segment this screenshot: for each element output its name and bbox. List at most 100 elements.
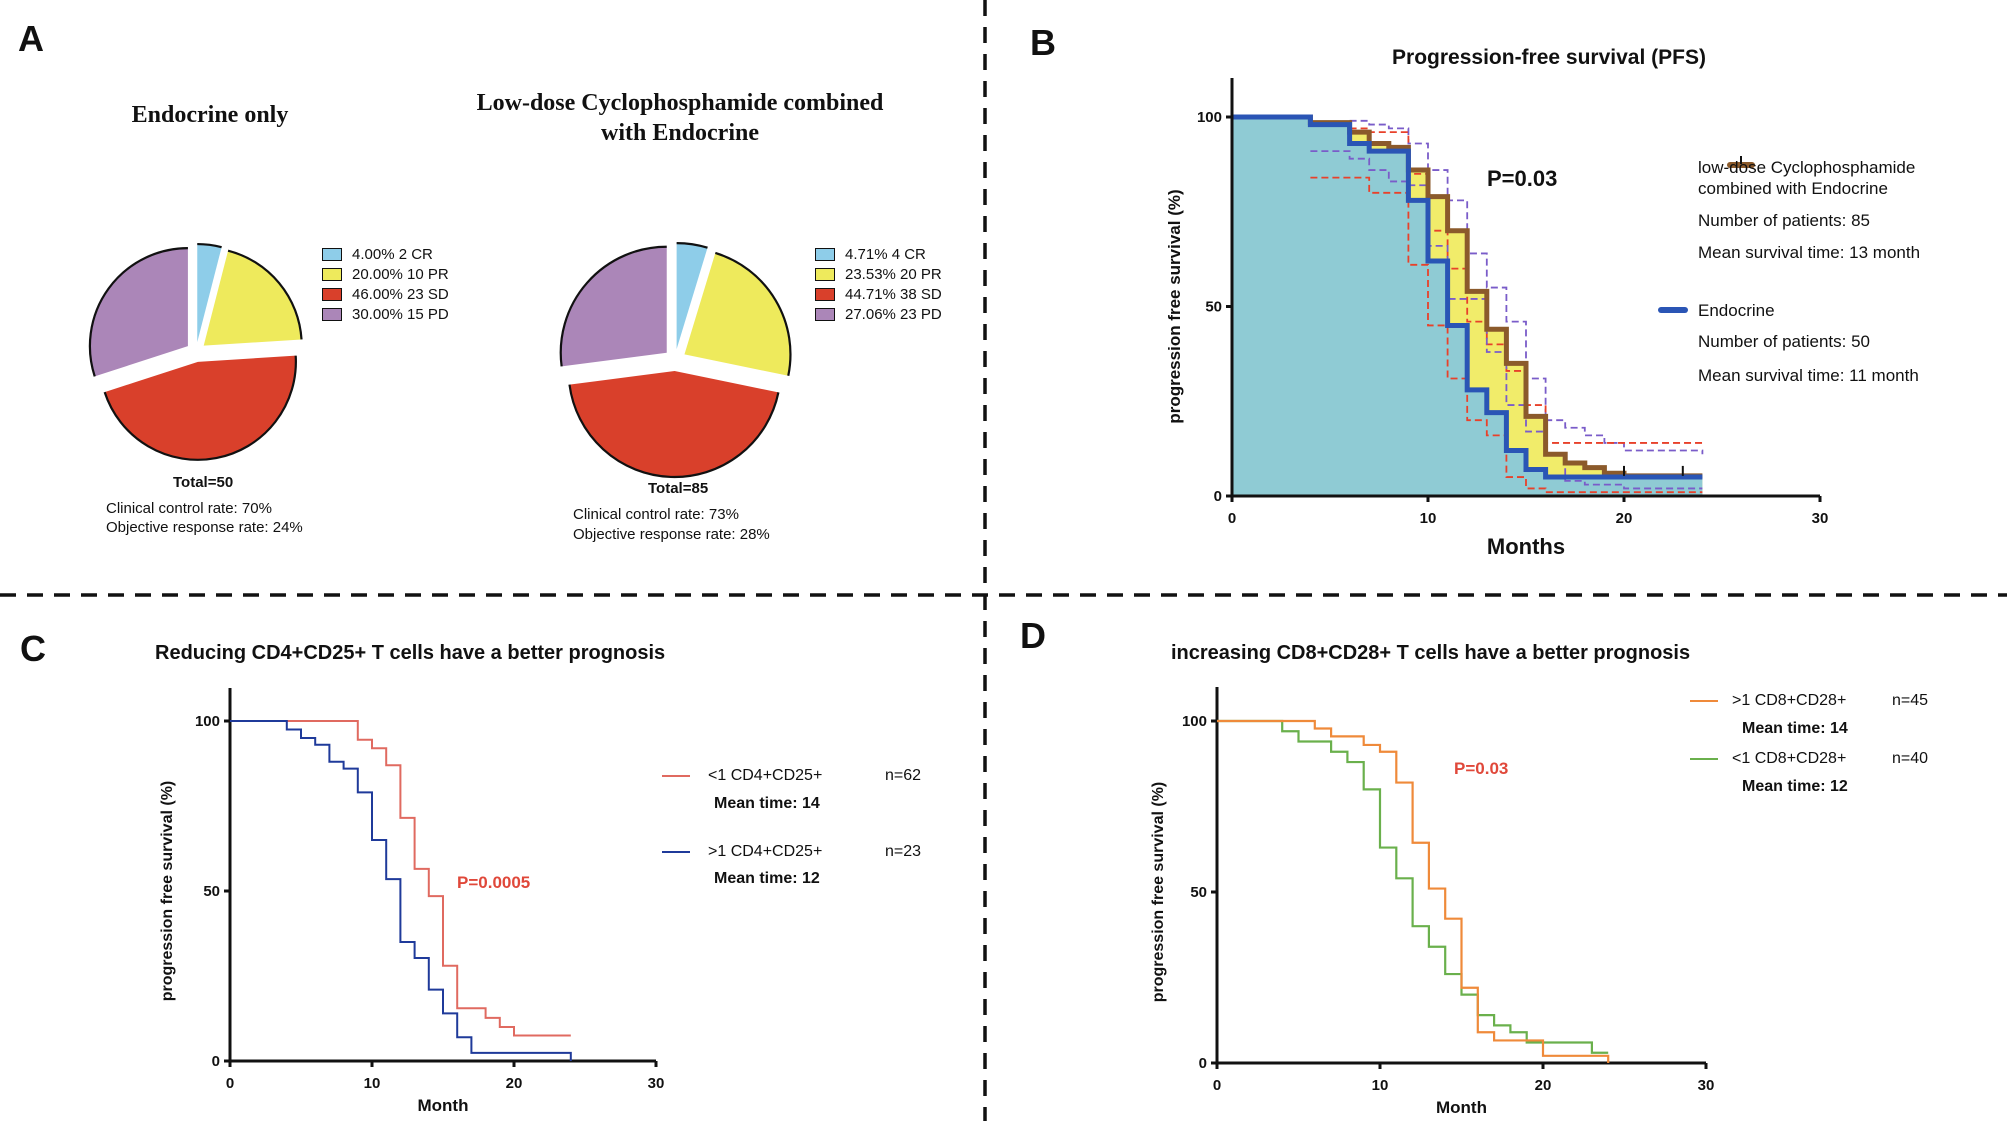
legend-label: 46.00% 23 SD <box>352 286 449 303</box>
c-y-tick-label: 100 <box>195 713 220 730</box>
c-p-value: P=0.0005 <box>457 873 530 892</box>
b-y-tick-label: 50 <box>1205 299 1222 316</box>
d-y-tick-label: 50 <box>1190 884 1207 901</box>
panel-letter-a: A <box>18 18 44 59</box>
pie2-slice-pr-outline <box>715 251 792 377</box>
pie1-title: Endocrine only <box>131 102 289 128</box>
pie2-legend-cr: 4.71% 4 CR <box>815 246 926 263</box>
legend-label: 27.06% 23 PD <box>845 306 942 323</box>
d-legend-low-n: n=40 <box>1892 750 1929 767</box>
d-x-tick-label: 20 <box>1535 1077 1552 1094</box>
b-legend-combined-icon <box>1725 156 1759 170</box>
panel-letter-d: D <box>1020 615 1046 656</box>
b-legend-endocrine-name: Endocrine <box>1698 301 1775 320</box>
b-endocrine-area-fill <box>1232 117 1703 496</box>
pie1-slice-pr <box>203 250 302 346</box>
pie1-legend-pr: 20.00% 10 PR <box>322 266 449 283</box>
panel-letter-c: C <box>20 628 46 669</box>
c-y-axis-label: progression free survival (%) <box>159 781 176 1002</box>
c-y-tick-label: 0 <box>212 1053 220 1070</box>
d-legend-high-line <box>1690 700 1718 702</box>
b-legend-endocrine-icon <box>1658 307 1688 313</box>
b-chart-title: Progression-free survival (PFS) <box>1392 46 1706 69</box>
c-x-axis-label: Month <box>418 1096 469 1115</box>
pie1-slice-cr-outline <box>197 242 222 249</box>
c-legend-high-n: n=23 <box>885 843 922 860</box>
panel-letter-b: B <box>1030 22 1056 63</box>
pie1-slice-pd-outline <box>88 247 188 377</box>
c-legend-low-n: n=62 <box>885 767 922 784</box>
b-legend-combined-mean: Mean survival time: 13 month <box>1698 243 1921 262</box>
pie2-clinical-control-rate: Clinical control rate: 73% <box>573 506 739 523</box>
pie1-slice-pd <box>89 248 188 377</box>
legend-label: 4.71% 4 CR <box>845 246 926 263</box>
b-x-tick-label: 20 <box>1616 510 1633 527</box>
legend-swatch-cr <box>322 248 342 261</box>
b-combined-line <box>1232 114 1703 479</box>
d-legend-low-name: <1 CD8+CD28+ <box>1732 750 1847 767</box>
legend-label: 4.00% 2 CR <box>352 246 433 263</box>
b-legend-combined-patients: Number of patients: 85 <box>1698 211 1870 230</box>
pie2-slice-sd-outline <box>568 384 780 479</box>
d-low-cd8cd28-line <box>1217 719 1609 1054</box>
c-x-tick-label: 0 <box>226 1075 234 1092</box>
c-legend-low-mean: Mean time: 14 <box>714 795 820 812</box>
d-chart-title: increasing CD8+CD28+ T cells have a bett… <box>1171 642 1690 664</box>
c-legend-high-name: >1 CD4+CD25+ <box>708 843 823 860</box>
pie2-title-line1: Low-dose Cyclophosphamide combined <box>476 90 884 116</box>
legend-swatch-cr <box>815 248 835 261</box>
d-y-axis-label: progression free survival (%) <box>1150 782 1167 1003</box>
legend-swatch-pr <box>815 268 835 281</box>
pie2-slice-pr <box>684 252 791 376</box>
pie2-total: Total=85 <box>648 480 709 497</box>
c-legend-high-line <box>662 851 690 853</box>
b-ci-upper-endocrine <box>1349 127 1703 444</box>
d-legend-high-n: n=45 <box>1892 692 1929 709</box>
pie1-legend-cr: 4.00% 2 CR <box>322 246 433 263</box>
d-x-axis-label: Month <box>1436 1098 1487 1117</box>
pie2-legend-pd: 27.06% 23 PD <box>815 306 942 323</box>
c-y-tick-label: 50 <box>203 883 220 900</box>
c-legend-high-mean: Mean time: 12 <box>714 870 820 887</box>
legend-label: 20.00% 10 PR <box>352 266 449 283</box>
legend-swatch-pd <box>815 308 835 321</box>
b-legend-combined-line2: combined with Endocrine <box>1698 179 1888 198</box>
pie1-slice-pr-outline <box>227 249 303 340</box>
pie2-slice-sd <box>569 370 779 477</box>
b-p-value: P=0.03 <box>1487 166 1557 191</box>
c-x-tick-label: 10 <box>364 1075 381 1092</box>
d-legend-high-name: >1 CD8+CD28+ <box>1732 692 1847 709</box>
c-x-tick-label: 30 <box>648 1075 665 1092</box>
c-low-cd4cd25-line <box>230 720 571 1037</box>
d-legend-low-line <box>1690 758 1718 760</box>
pie1-total: Total=50 <box>173 474 234 491</box>
b-legend-endocrine-mean: Mean survival time: 11 month <box>1698 366 1919 385</box>
b-y-tick-label: 100 <box>1197 109 1222 126</box>
pie1-clinical-control-rate: Clinical control rate: 70% <box>106 500 272 517</box>
b-x-axis-label: Months <box>1487 534 1565 559</box>
legend-swatch-sd <box>322 288 342 301</box>
pie1-slice-cr <box>197 244 222 343</box>
pie1-legend-sd: 46.00% 23 SD <box>322 286 449 303</box>
c-legend-low: <1 CD4+CD25+ <box>662 767 822 785</box>
pie2-slice-pd-outline <box>559 245 667 367</box>
b-y-axis-label: progression free survival (%) <box>1165 189 1184 423</box>
d-y-tick-label: 100 <box>1182 713 1207 730</box>
b-legend-combined-line1: low-dose Cyclophosphamide <box>1698 158 1916 177</box>
pie2-title: Low-dose Cyclophosphamide combined with … <box>470 88 890 148</box>
pie2-slice-pd <box>560 246 667 367</box>
d-legend-high: >1 CD8+CD28+ <box>1690 692 1846 710</box>
c-high-cd4cd25-line <box>230 720 572 1061</box>
b-x-tick-label: 30 <box>1812 510 1829 527</box>
d-high-cd8cd28-line <box>1217 719 1610 1063</box>
pie1-slice-sd <box>104 355 296 460</box>
legend-label: 30.00% 15 PD <box>352 306 449 323</box>
pie1-slice-sd-outline <box>103 355 297 461</box>
b-y-tick-label: 0 <box>1214 488 1222 505</box>
pie2-objective-response-rate: Objective response rate: 28% <box>573 526 770 543</box>
legend-swatch-pd <box>322 308 342 321</box>
b-x-tick-label: 10 <box>1420 510 1437 527</box>
d-legend-low: <1 CD8+CD28+ <box>1690 750 1846 768</box>
